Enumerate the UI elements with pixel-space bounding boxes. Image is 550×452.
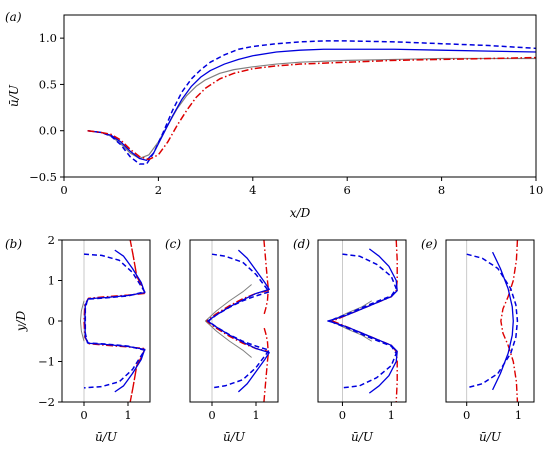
x-tick-label: 2 xyxy=(155,183,162,197)
series-line-solid xyxy=(79,300,85,342)
x-tick-label: 4 xyxy=(249,183,256,197)
y-tick-label: −1 xyxy=(38,355,55,369)
series-line-dashdot xyxy=(331,240,398,402)
series-line-dashed xyxy=(207,253,270,389)
y-tick-label: 0 xyxy=(48,314,55,328)
panel-c: 0 1 (c) ū/U xyxy=(165,237,279,444)
y-tick-label: 0.0 xyxy=(39,124,57,138)
x-axis-label: ū/U xyxy=(351,430,374,444)
x-tick-label: 1 xyxy=(124,408,131,422)
x-axis-label: ū/U xyxy=(95,430,118,444)
panel-label: (c) xyxy=(165,237,181,251)
series-line-solid xyxy=(87,57,536,160)
x-tick-label: 1 xyxy=(515,408,522,422)
axes-frame xyxy=(61,239,151,403)
series-line-solid xyxy=(87,48,536,161)
y-tick-label: −0.5 xyxy=(29,170,57,184)
series-line-dashdot xyxy=(206,289,269,353)
y-tick-label: −2 xyxy=(38,395,55,409)
x-tick-label: 1 xyxy=(388,408,395,422)
series-line-dashed xyxy=(329,253,397,389)
panel-label: (a) xyxy=(5,10,22,24)
x-tick-label: 0 xyxy=(463,408,470,422)
series-line-dashdot xyxy=(87,56,536,161)
y-tick-label: 1.0 xyxy=(39,31,57,45)
x-tick-label: 10 xyxy=(529,183,544,197)
series-line-dashed xyxy=(466,253,519,389)
x-axis-label: ū/U xyxy=(479,430,502,444)
x-axis-label: ū/U xyxy=(223,430,246,444)
axes-frame xyxy=(189,239,279,403)
panel-label: (b) xyxy=(5,237,22,251)
series-line-dashed xyxy=(83,253,146,389)
series-line-solid xyxy=(206,249,270,393)
x-tick-label: 0 xyxy=(80,408,87,422)
axes-frame xyxy=(63,14,537,178)
x-tick-label: 6 xyxy=(344,183,351,197)
panel-b: 0 1 −2 −1 0 1 2 (b) ū/U y/D xyxy=(5,233,151,444)
series-line-dashdot xyxy=(263,326,270,402)
panel-d: 0 1 (d) ū/U xyxy=(293,237,407,444)
series-line-dashdot xyxy=(500,240,519,402)
series-line-solid xyxy=(492,251,514,391)
x-axis-label: x/D xyxy=(290,206,311,220)
axes-frame xyxy=(445,239,535,403)
x-tick-label: 1 xyxy=(252,408,259,422)
x-tick-label: 0 xyxy=(339,408,346,422)
panel-label: (d) xyxy=(293,237,310,251)
x-tick-label: 8 xyxy=(438,183,445,197)
x-tick-label: 0 xyxy=(208,408,215,422)
y-axis-label: y/D xyxy=(14,310,28,332)
series-line-solid xyxy=(204,284,252,358)
x-tick-label: 0 xyxy=(60,183,67,197)
panel-e: 0 1 (e) ū/U xyxy=(421,237,535,444)
series-line-solid xyxy=(327,248,398,394)
y-tick-label: 1 xyxy=(48,274,55,288)
axes-frame xyxy=(317,239,407,403)
panel-label: (e) xyxy=(421,237,438,251)
y-tick-label: 0.5 xyxy=(39,77,57,91)
series-line-dashdot xyxy=(263,240,270,316)
series-line-dashed xyxy=(87,40,536,165)
y-tick-label: 2 xyxy=(48,233,55,247)
panel-a: 0 2 4 6 8 10 −0.5 0.0 0.5 1.0 (a) x/D ū/U xyxy=(5,10,543,220)
series-line-dashdot xyxy=(83,292,145,350)
y-axis-label: ū/U xyxy=(7,84,21,107)
